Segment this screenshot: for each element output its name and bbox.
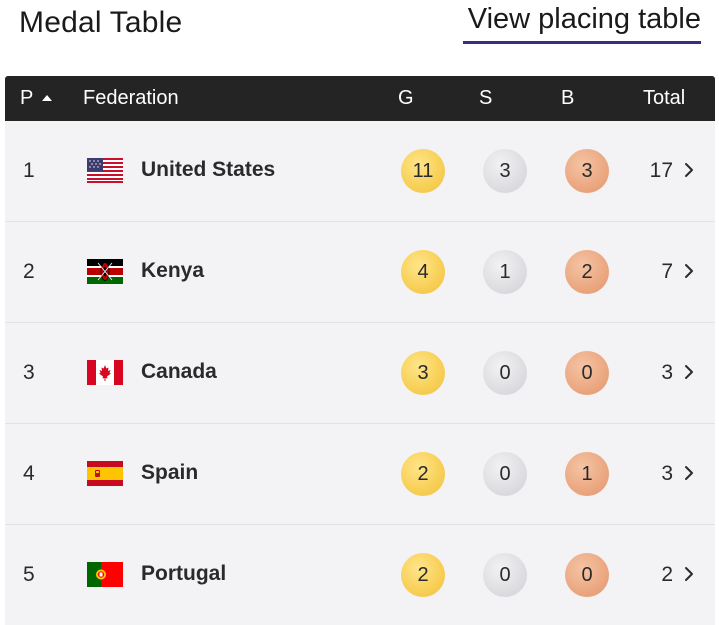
column-header-federation: Federation	[83, 87, 179, 109]
bronze-count: 2	[565, 250, 609, 294]
kenya-flag-icon	[87, 259, 123, 284]
column-header-bronze: B	[561, 87, 575, 109]
total-count: 3	[661, 361, 673, 384]
gold-count: 2	[401, 452, 445, 496]
silver-count: 1	[483, 250, 527, 294]
spain-flag-icon	[87, 461, 123, 486]
gold-count: 11	[401, 149, 445, 193]
column-header-gold: G	[398, 87, 414, 109]
column-header-position[interactable]: P	[20, 87, 53, 109]
column-header-position-label: P	[20, 87, 34, 109]
gold-count: 3	[401, 351, 445, 395]
page-title: Medal Table	[19, 6, 183, 39]
usa-flag-icon	[87, 158, 123, 183]
link-underline	[463, 41, 701, 44]
country-name: United States	[141, 158, 276, 181]
medal-table: P Federation G S B Total 1	[5, 76, 715, 625]
total-count: 2	[661, 563, 673, 586]
row-position: 2	[23, 260, 35, 283]
chevron-right-icon[interactable]	[681, 465, 697, 481]
bronze-count: 1	[565, 452, 609, 496]
column-header-silver: S	[479, 87, 493, 109]
country-name: Kenya	[141, 259, 205, 282]
total-count: 17	[649, 159, 673, 182]
gold-count: 4	[401, 250, 445, 294]
chevron-right-icon[interactable]	[681, 364, 697, 380]
bronze-count: 0	[565, 553, 609, 597]
row-position: 3	[23, 361, 35, 384]
gold-count: 2	[401, 553, 445, 597]
chevron-right-icon[interactable]	[681, 263, 697, 279]
chevron-right-icon[interactable]	[681, 566, 697, 582]
country-name: Spain	[141, 461, 199, 484]
row-position: 1	[23, 159, 35, 182]
country-name: Portugal	[141, 562, 227, 585]
view-placing-table-link[interactable]: View placing table	[467, 3, 701, 35]
row-position: 4	[23, 462, 35, 485]
table-row[interactable]: 3 Canada 3 0 0 3	[5, 323, 715, 424]
portugal-flag-icon	[87, 562, 123, 587]
page-header: Medal Table View placing table	[0, 0, 719, 70]
column-header-total: Total	[643, 87, 686, 109]
silver-count: 0	[483, 452, 527, 496]
table-row[interactable]: 5 Portugal 2 0 0 2	[5, 525, 715, 625]
total-count: 3	[661, 462, 673, 485]
silver-count: 0	[483, 553, 527, 597]
bronze-count: 0	[565, 351, 609, 395]
canada-flag-icon	[87, 360, 123, 385]
table-row[interactable]: 4 Spain 2 0 1 3	[5, 424, 715, 525]
table-row[interactable]: 2 Kenya 4 1 2 7	[5, 222, 715, 323]
table-header: P Federation G S B Total	[5, 76, 715, 121]
bronze-count: 3	[565, 149, 609, 193]
row-position: 5	[23, 563, 35, 586]
total-count: 7	[661, 260, 673, 283]
sort-ascending-icon	[42, 95, 53, 101]
country-name: Canada	[141, 360, 217, 383]
table-row[interactable]: 1	[5, 121, 715, 222]
silver-count: 0	[483, 351, 527, 395]
silver-count: 3	[483, 149, 527, 193]
table-body: 1	[5, 121, 715, 625]
chevron-right-icon[interactable]	[681, 162, 697, 178]
